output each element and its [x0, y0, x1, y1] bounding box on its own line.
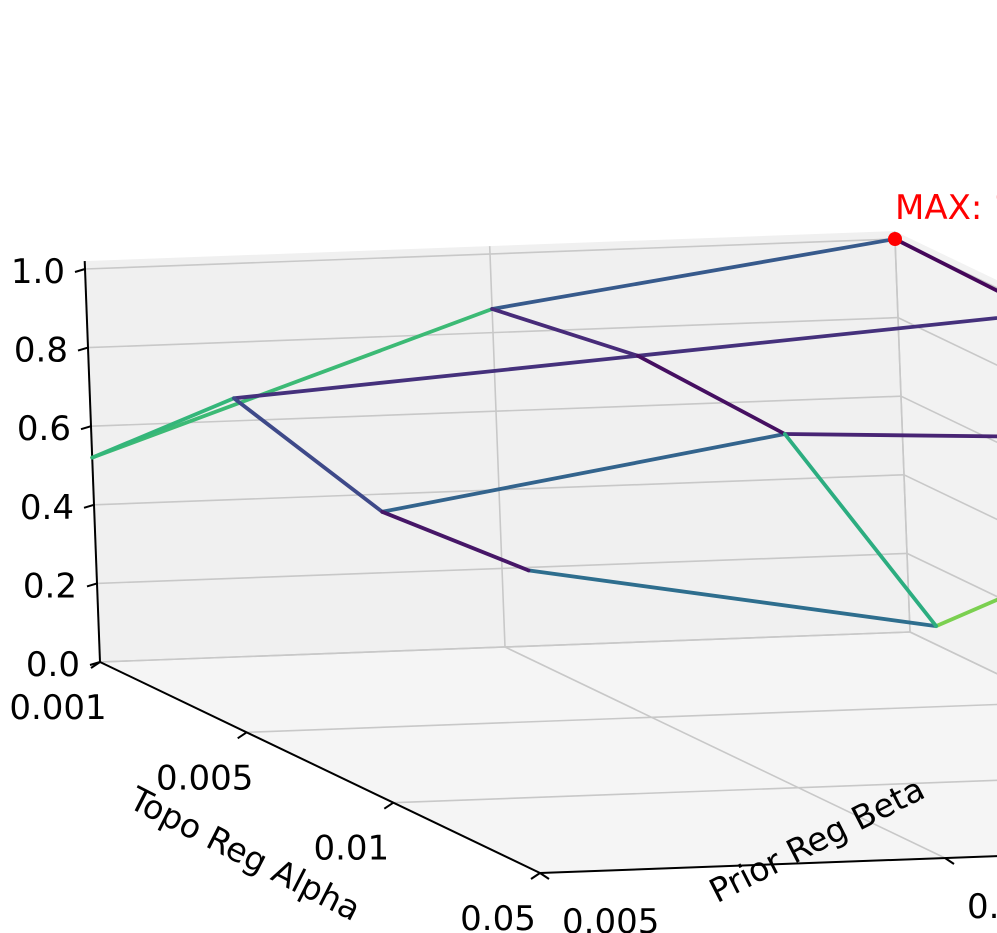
back-wall-grid-z	[900, 395, 997, 444]
x-tick-label: 0.01	[313, 829, 389, 869]
y-tick-mark	[539, 872, 550, 880]
z-tick-label: 0.2	[23, 566, 77, 606]
x-tick-mark	[237, 731, 248, 740]
z-tick-label: 1.0	[11, 252, 65, 292]
y-tick-label: 0.05	[967, 887, 997, 927]
left-wall-grid-z	[90, 395, 902, 427]
left-wall-grid-z	[99, 631, 911, 663]
left-wall-grid-z	[87, 316, 899, 349]
axis-lines	[74, 261, 997, 880]
z-tick-label: 0.4	[20, 488, 74, 528]
left-wall-grid-z	[96, 552, 908, 585]
wireframe-segment	[380, 509, 531, 573]
wireframe-segment	[90, 307, 495, 460]
back-wall-pane	[894, 231, 997, 674]
max-annotation: MAX: 1.00	[888, 188, 997, 246]
wireframe-segment	[490, 307, 640, 358]
wireframe-segment	[380, 432, 787, 514]
wireframe-segment	[231, 353, 640, 401]
x-tick-mark	[383, 801, 394, 810]
z-tick-mark	[74, 268, 86, 273]
x-axis-line	[99, 661, 541, 874]
y-tick-label: 0.005	[562, 902, 659, 933]
wireframe-segment	[636, 353, 787, 436]
z-tick-label: 0.0	[26, 645, 80, 685]
left-wall-grid-y	[488, 246, 506, 648]
wireframe-segment	[90, 396, 236, 460]
floor-pane	[100, 632, 997, 873]
floor-grid-y	[504, 646, 946, 859]
left-wall-grid-z	[84, 238, 896, 270]
z-tick-label: 0.6	[17, 409, 71, 449]
back-wall-grid-z	[897, 316, 997, 366]
z-axis-line	[83, 261, 101, 663]
wireframe-segment	[231, 396, 385, 514]
x-tick-label: 0.05	[460, 899, 536, 933]
x-tick-label: 0.001	[9, 688, 106, 728]
x-tick-label: 0.005	[156, 758, 253, 798]
max-marker	[888, 232, 902, 246]
max-label: MAX: 1.00	[895, 188, 997, 228]
z-tick-mark	[77, 346, 89, 352]
z-tick-mark	[83, 503, 95, 509]
surface-wireframe	[90, 237, 997, 628]
z-tick-label: 0.8	[14, 331, 68, 371]
wireframe-segment	[526, 568, 938, 628]
z-tick-mark	[86, 582, 98, 588]
wireframe-segment	[490, 237, 897, 311]
wireframe-segment	[636, 316, 997, 358]
x-tick-mark	[530, 872, 541, 880]
left-wall-grid-y	[893, 231, 911, 633]
wireframe-segment	[893, 237, 997, 293]
y-tick-mark	[944, 857, 955, 865]
z-tick-mark	[80, 425, 92, 431]
back-wall-grid-z	[906, 552, 997, 598]
back-wall-grid-z	[909, 631, 997, 675]
back-wall-grid-z	[903, 474, 997, 521]
z-tick-mark	[89, 661, 101, 666]
tick-labels: 0.0010.0050.010.050.0050.050.50.00.20.40…	[9, 252, 997, 933]
wireframe-segment	[782, 432, 997, 439]
wireframe-segment	[782, 432, 938, 628]
